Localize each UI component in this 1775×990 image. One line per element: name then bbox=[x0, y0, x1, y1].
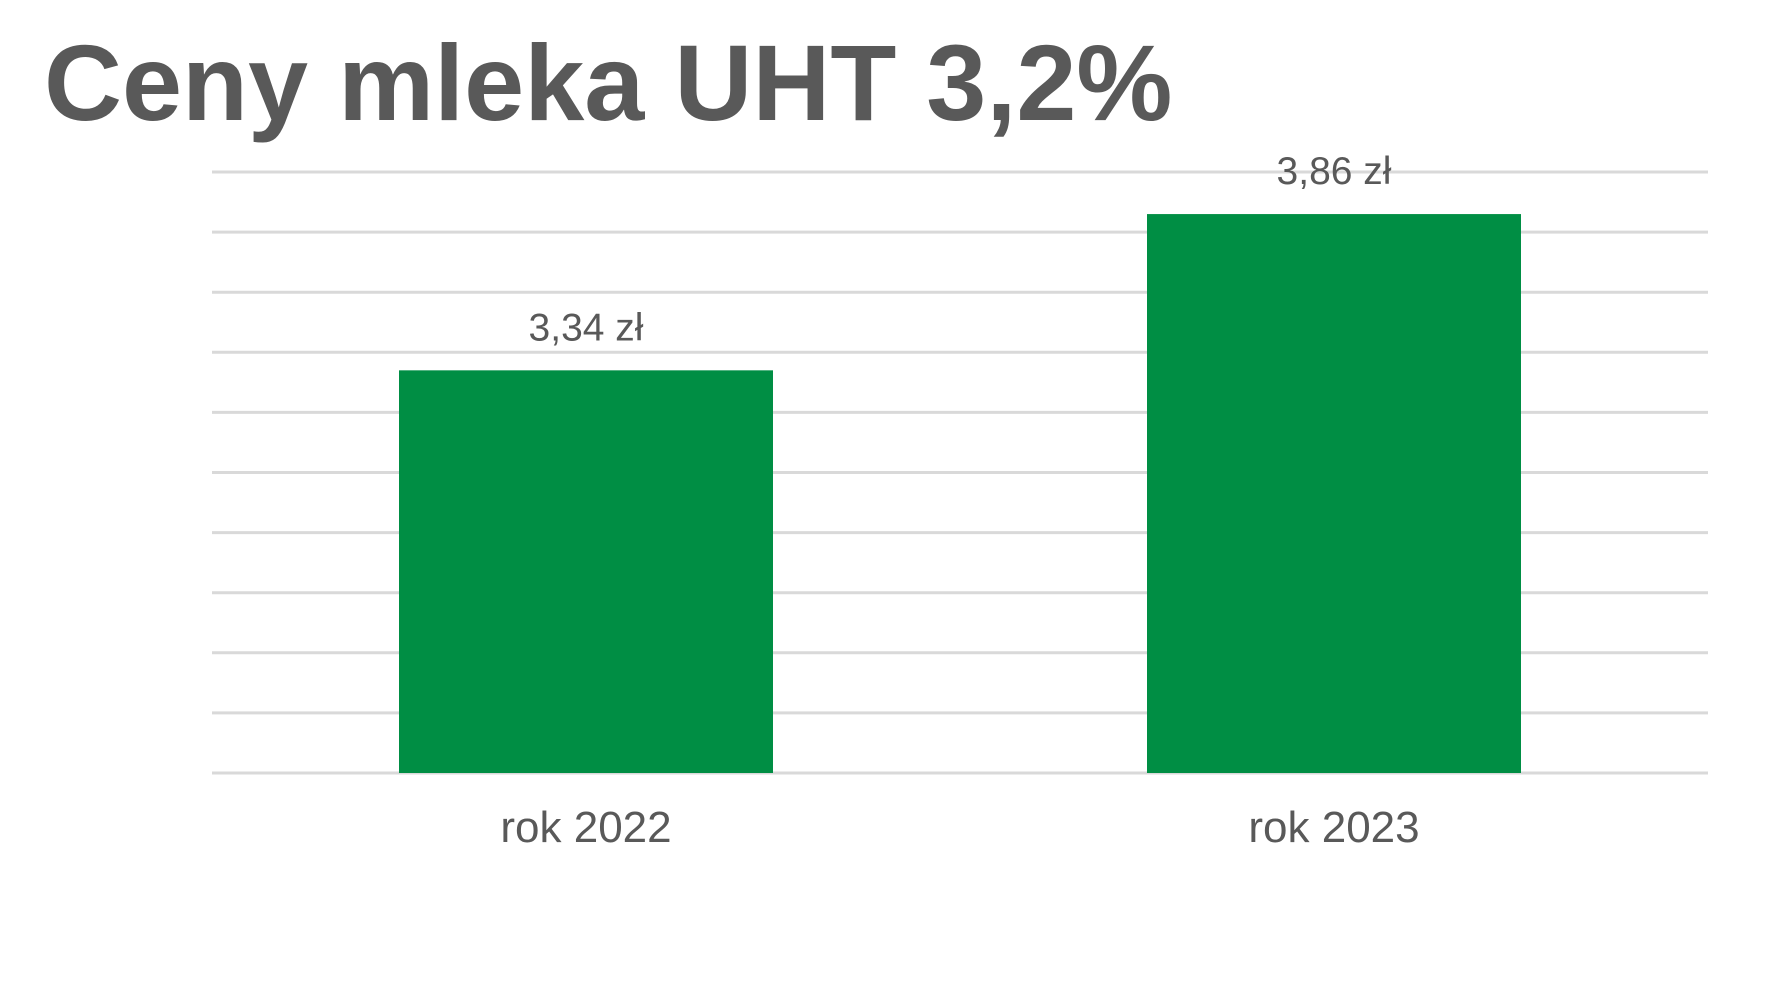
chart-title: Ceny mleka UHT 3,2% bbox=[44, 22, 1172, 143]
x-tick-label: rok 2023 bbox=[1248, 803, 1419, 852]
value-label: 3,86 zł bbox=[1277, 150, 1392, 193]
bar bbox=[1147, 214, 1521, 773]
bar bbox=[399, 370, 773, 773]
value-label: 3,34 zł bbox=[529, 306, 644, 349]
x-tick-label: rok 2022 bbox=[500, 803, 671, 852]
